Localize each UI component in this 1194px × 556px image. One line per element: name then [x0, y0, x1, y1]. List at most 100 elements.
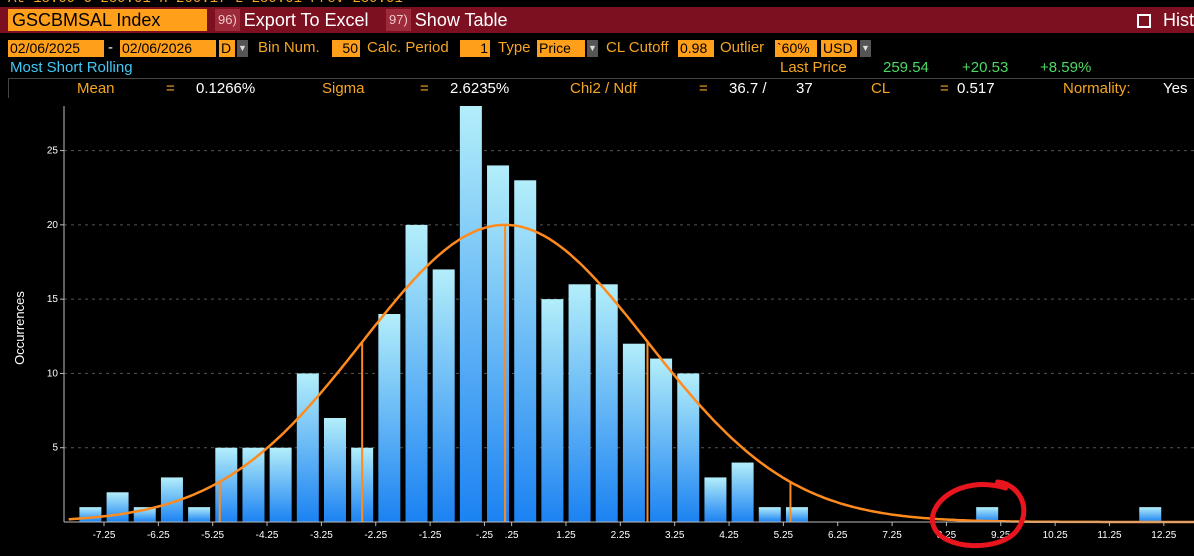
x-tick-label: .25 [505, 530, 519, 541]
x-tick-label: 11.25 [1097, 530, 1122, 541]
x-tick-label: 12.25 [1151, 530, 1176, 541]
cl-label: CL [871, 80, 891, 97]
type-label: Type [498, 39, 531, 56]
price-change: +20.53 [962, 59, 1009, 76]
x-tick-label: -7.25 [93, 530, 116, 541]
histogram-bar [541, 299, 564, 522]
cl-cutoff-field[interactable]: 0.98 [678, 40, 714, 57]
x-tick-label: 2.25 [611, 530, 631, 541]
hist-label: Hist [1163, 10, 1194, 30]
histogram-bar [677, 373, 700, 522]
x-tick-label: -2.25 [364, 530, 387, 541]
histogram-bar [79, 507, 102, 522]
normality-label: Normality: [1063, 80, 1131, 97]
chi2-value: 36.7 / [729, 80, 767, 97]
show-table-label: Show Table [414, 10, 508, 30]
axes: 5 10 15 20 25 -7.25 -6.25 -5.25 -4.25 -3.25 -2.25 -… [47, 106, 1194, 541]
mean-label: Mean [77, 80, 115, 97]
end-date-field[interactable]: 02/06/2026 [120, 40, 216, 57]
x-tick-label: -1.25 [419, 530, 442, 541]
histogram-bar [704, 477, 727, 522]
x-tick-label: 7.25 [882, 530, 902, 541]
ticker-field[interactable]: GSCBMSAL Index [8, 9, 207, 31]
bin-num-field[interactable]: 50 [332, 40, 360, 57]
x-tick-label: 5.25 [774, 530, 794, 541]
histogram-bar [405, 224, 428, 522]
chi2-ndf-label: Chi2 / Ndf [570, 80, 637, 97]
x-tick-label: -4.25 [256, 530, 279, 541]
y-tick-label: 5 [52, 443, 58, 454]
hist-button[interactable]: Hist [1137, 9, 1194, 31]
mean-value: 0.1266% [196, 80, 256, 97]
histogram-bar [731, 462, 754, 522]
red-circle-stroke [929, 479, 1027, 549]
histogram-bar [296, 373, 319, 522]
histogram-bar [568, 284, 591, 522]
sigma-equals: = [420, 80, 429, 97]
last-price-value: 259.54 [883, 59, 929, 76]
histogram-bar [160, 477, 183, 522]
x-tick-label: -.25 [476, 530, 494, 541]
histogram-bar [188, 507, 211, 522]
x-tick-label: 9.25 [991, 530, 1011, 541]
type-dropdown-icon[interactable]: ▼ [587, 40, 598, 57]
x-tick-label: 1.25 [556, 530, 576, 541]
histogram-bar [106, 492, 129, 522]
y-tick-label: 15 [47, 294, 59, 305]
currency-field[interactable]: USD [821, 40, 857, 57]
index-name: Most Short Rolling [10, 59, 133, 76]
export-to-excel-button[interactable]: 96) Export To Excel [215, 9, 369, 31]
calc-period-field[interactable]: 1 [460, 40, 490, 57]
mean-equals: = [166, 80, 175, 97]
red-circle-annotation [929, 479, 1027, 549]
cl-value: 0.517 [957, 80, 995, 97]
y-axis-label: Occurrences [12, 291, 27, 365]
x-tick-label: 8.25 [937, 530, 957, 541]
bin-num-label: Bin Num. [258, 39, 320, 56]
currency-dropdown-icon[interactable]: ▼ [860, 40, 871, 57]
y-tick-label: 20 [47, 220, 59, 231]
histogram-bar [242, 447, 265, 522]
start-date-field[interactable]: 02/06/2025 [8, 40, 104, 57]
histogram-bar [215, 447, 238, 522]
date-dash: - [108, 39, 113, 56]
sigma-markers [218, 224, 792, 522]
histogram-bar [323, 418, 346, 522]
histogram-bar [459, 106, 482, 522]
type-field[interactable]: Price [537, 40, 585, 57]
histogram-chart: 5 10 15 20 25 -7.25 -6.25 -5.25 -4.25 -3.25 -2.25 -… [12, 106, 1194, 549]
period-dropdown-icon[interactable]: ▼ [237, 40, 248, 57]
x-tick-label: 3.25 [665, 530, 685, 541]
histogram-bar [514, 180, 537, 522]
histogram-bar [595, 284, 618, 522]
sigma-value: 2.6235% [450, 80, 510, 97]
external-link-icon [1137, 14, 1151, 28]
price-change-pct: +8.59% [1040, 59, 1092, 76]
x-tick-label: 4.25 [719, 530, 739, 541]
ndf-value: 37 [796, 80, 813, 97]
top-quote-strip: At 15:09 O 259.01 H 260.17 L 259.01 Prev… [0, 0, 1194, 7]
export-label: Export To Excel [243, 10, 369, 30]
calc-period-label: Calc. Period [367, 39, 449, 56]
period-field[interactable]: D [219, 40, 235, 57]
export-shortcut: 96) [215, 9, 240, 31]
histogram-bar [758, 507, 781, 522]
histogram-bar [269, 447, 292, 522]
show-table-button[interactable]: 97) Show Table [386, 9, 508, 31]
histogram-bar [432, 269, 455, 522]
histogram-bars [79, 106, 1162, 522]
x-tick-label: 10.25 [1043, 530, 1068, 541]
quote-strip-text: At 15:09 O 259.01 H 260.17 L 259.01 Prev… [8, 0, 403, 7]
y-tick-label: 10 [47, 368, 59, 379]
outlier-field[interactable]: `60% [775, 40, 817, 57]
sigma-label: Sigma [322, 80, 365, 97]
x-tick-label: 6.25 [828, 530, 848, 541]
stats-bar [8, 78, 1194, 98]
histogram-bar [650, 358, 673, 522]
x-tick-label: -3.25 [310, 530, 333, 541]
outlier-label: Outlier [720, 39, 765, 56]
y-tick-label: 25 [47, 146, 59, 157]
x-tick-label: -5.25 [201, 530, 224, 541]
chi2-equals: = [699, 80, 708, 97]
normality-value: Yes [1163, 80, 1188, 97]
